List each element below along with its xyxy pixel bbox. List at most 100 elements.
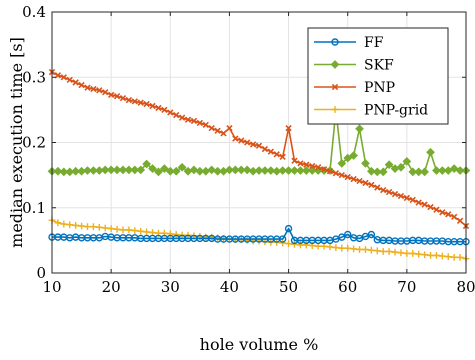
series-group xyxy=(47,68,471,263)
data-point-skf xyxy=(171,166,181,176)
data-point-skf xyxy=(349,151,358,160)
data-point-pnp xyxy=(427,203,434,211)
data-point-pnp xyxy=(178,114,186,121)
data-point-pnp xyxy=(131,98,138,105)
data-point-ff xyxy=(338,233,346,241)
series-pnp xyxy=(48,68,470,230)
data-point-skf xyxy=(130,165,140,175)
data-point-skf xyxy=(290,166,299,175)
data-point-pnp xyxy=(326,168,334,175)
data-point-pnp xyxy=(314,164,322,171)
data-point-pnp xyxy=(149,102,156,110)
data-point-skf xyxy=(378,167,388,177)
data-point-pnp-grid xyxy=(101,224,109,232)
data-point-pnp xyxy=(267,148,274,155)
data-point-pnp xyxy=(137,99,144,106)
data-point-skf xyxy=(455,166,465,175)
data-point-skf xyxy=(343,153,353,163)
data-point-pnp xyxy=(143,100,150,108)
data-point-ff xyxy=(344,230,352,239)
legend-marker-pnp-grid xyxy=(331,106,339,113)
data-point-skf xyxy=(106,165,116,175)
series-line-ff xyxy=(52,227,466,243)
data-point-pnp xyxy=(72,79,79,86)
data-point-pnp xyxy=(249,141,257,148)
data-point-skf xyxy=(236,165,246,175)
data-point-skf xyxy=(402,157,412,166)
data-point-pnp xyxy=(96,87,103,94)
data-point-skf xyxy=(432,166,441,175)
y-tick-label: 0 xyxy=(36,264,46,282)
legend: FF SKF PNP PNP-grid xyxy=(307,27,449,125)
data-point-skf xyxy=(414,167,424,177)
data-point-pnp-grid xyxy=(362,246,369,253)
data-point-pnp-grid xyxy=(172,231,180,238)
data-point-pnp-grid xyxy=(54,219,62,227)
data-point-skf xyxy=(177,162,187,172)
data-point-skf xyxy=(71,166,81,176)
legend-item-pnp: PNP xyxy=(314,80,395,96)
data-point-pnp-grid xyxy=(66,221,74,229)
data-point-pnp xyxy=(196,119,204,127)
legend-item-ff: FF xyxy=(314,35,384,51)
data-point-skf xyxy=(225,165,234,175)
series-ff xyxy=(48,224,470,246)
data-point-pnp xyxy=(362,179,369,187)
y-tick-label: 0.1 xyxy=(22,199,46,217)
data-point-pnp xyxy=(338,171,345,179)
data-point-pnp xyxy=(54,72,62,79)
data-point-skf xyxy=(207,165,217,175)
data-point-pnp-grid xyxy=(60,220,68,228)
data-point-pnp-grid xyxy=(84,223,91,231)
data-point-pnp-grid xyxy=(344,244,352,252)
data-point-pnp xyxy=(403,194,411,202)
data-point-pnp-grid xyxy=(107,225,115,233)
data-point-pnp-grid xyxy=(421,251,428,259)
data-point-pnp xyxy=(255,142,263,149)
legend-label-pnp: PNP xyxy=(364,80,395,96)
data-point-pnp xyxy=(84,84,91,91)
x-tick-label: 10 xyxy=(42,278,61,296)
axis-ticks: 10 20 30 40 50 60 70 80 0 0.1 0.2 0.3 0.4 xyxy=(22,3,475,296)
x-axis-label: hole volume % xyxy=(200,335,319,354)
series-pnp-grid xyxy=(48,216,470,263)
x-tick-label: 20 xyxy=(102,278,121,296)
data-point-pnp xyxy=(433,206,440,213)
data-point-pnp xyxy=(309,162,316,170)
data-point-skf xyxy=(165,166,175,176)
legend-marker-pnp xyxy=(331,83,339,91)
legend-label-pnp-grid: PNP-grid xyxy=(364,103,428,119)
y-tick-label: 0.4 xyxy=(22,3,46,21)
data-point-pnp xyxy=(409,196,416,204)
data-point-pnp-grid xyxy=(137,227,145,235)
data-point-pnp xyxy=(380,186,387,194)
legend-label-ff: FF xyxy=(364,35,384,51)
data-point-pnp xyxy=(214,127,221,134)
data-point-skf xyxy=(420,167,429,177)
y-axis-label: median execution time [s] xyxy=(7,37,26,248)
data-point-pnp xyxy=(320,166,328,173)
data-point-pnp xyxy=(190,117,198,125)
data-point-skf xyxy=(219,166,228,176)
data-point-skf xyxy=(254,166,264,175)
data-point-skf xyxy=(260,166,270,175)
data-point-pnp xyxy=(238,137,245,144)
data-point-pnp-grid xyxy=(415,250,423,258)
data-point-pnp-grid xyxy=(143,228,151,236)
data-point-pnp xyxy=(279,153,286,161)
data-point-skf xyxy=(284,166,293,175)
data-point-skf xyxy=(384,160,394,170)
x-tick-label: 40 xyxy=(220,278,239,296)
data-point-pnp-grid xyxy=(90,223,97,231)
data-point-pnp-grid xyxy=(113,225,121,233)
data-point-pnp xyxy=(415,199,422,206)
data-point-skf xyxy=(89,166,98,175)
data-point-pnp-grid xyxy=(409,250,417,257)
data-point-skf xyxy=(136,165,146,175)
data-point-pnp xyxy=(421,201,428,208)
data-point-skf xyxy=(53,166,63,176)
data-point-pnp xyxy=(102,89,109,96)
y-tick-label: 0.2 xyxy=(22,134,46,152)
data-point-pnp xyxy=(374,184,381,191)
data-point-pnp xyxy=(344,173,351,181)
